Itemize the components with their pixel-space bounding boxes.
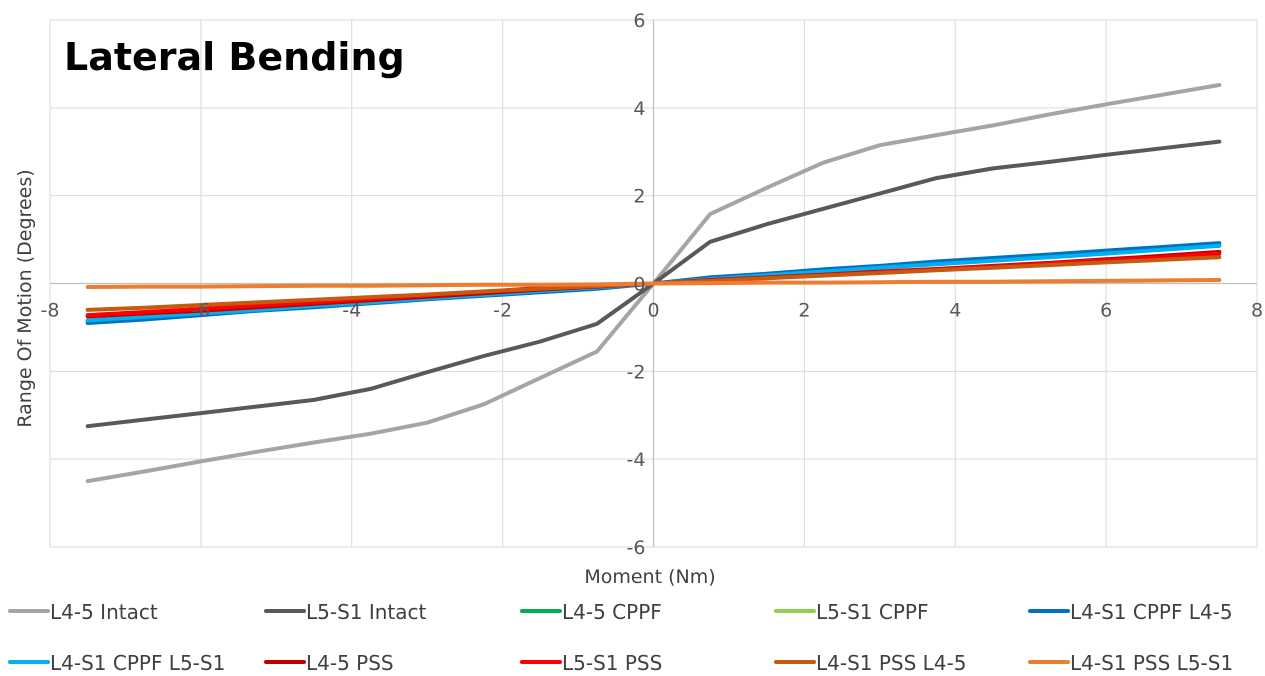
x-tick-label: -6 <box>191 300 210 322</box>
legend-label-7: L5-S1 PSS <box>562 651 662 675</box>
y-tick-label: 4 <box>633 98 645 120</box>
y-tick-label: 6 <box>633 10 645 32</box>
x-tick-label: 8 <box>1251 300 1263 322</box>
x-axis-title: Moment (Nm) <box>584 566 715 588</box>
legend-label-1: L5-S1 Intact <box>306 600 427 624</box>
x-tick-label: 0 <box>647 300 659 322</box>
chart-title: Lateral Bending <box>64 35 405 79</box>
y-tick-label: 2 <box>633 186 645 208</box>
y-tick-label: -4 <box>627 449 646 471</box>
y-tick-label: 0 <box>633 274 645 296</box>
x-tick-label: 4 <box>949 300 961 322</box>
x-tick-label: 2 <box>798 300 810 322</box>
legend: L4-5 Intact L5-S1 Intact L4-5 CPPF L5-S1 CP… <box>8 600 1233 675</box>
series-lines <box>85 83 1222 484</box>
tick-labels: -8 -6 -4 -2 0 2 4 6 8 -6 -4 -2 0 2 4 6 <box>41 10 1264 559</box>
legend-label-2: L4-5 CPPF <box>562 600 662 624</box>
x-tick-label: 6 <box>1100 300 1112 322</box>
y-axis-title: Range Of Motion (Degrees) <box>14 169 36 427</box>
x-tick-label: -4 <box>342 300 361 322</box>
y-tick-label: -6 <box>627 537 646 559</box>
legend-label-5: L4-S1 CPPF L5-S1 <box>50 651 225 675</box>
legend-label-0: L4-5 Intact <box>50 600 158 624</box>
x-tick-label: -2 <box>493 300 512 322</box>
legend-label-9: L4-S1 PSS L5-S1 <box>1070 651 1233 675</box>
series-line-9 <box>85 278 1222 289</box>
x-tick-label: -8 <box>41 300 60 322</box>
legend-label-3: L5-S1 CPPF <box>816 600 928 624</box>
legend-label-4: L4-S1 CPPF L4-5 <box>1070 600 1233 624</box>
legend-label-8: L4-S1 PSS L4-5 <box>816 651 966 675</box>
y-tick-label: -2 <box>627 361 646 383</box>
legend-label-6: L4-5 PSS <box>306 651 394 675</box>
